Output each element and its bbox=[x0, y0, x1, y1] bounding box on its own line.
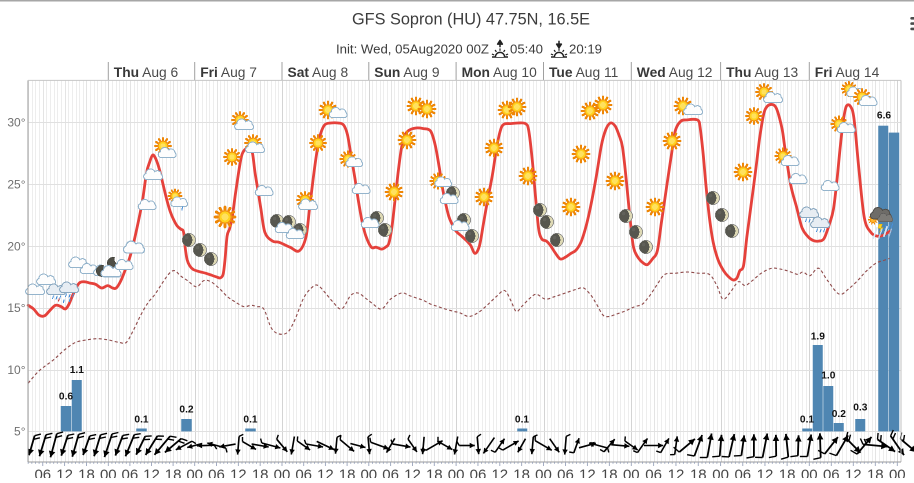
svg-text:18: 18 bbox=[690, 467, 707, 479]
svg-text:1.9: 1.9 bbox=[811, 332, 825, 343]
svg-text:0.2: 0.2 bbox=[832, 409, 846, 420]
svg-text:Wed Aug 12: Wed Aug 12 bbox=[637, 65, 713, 80]
svg-text:0.6: 0.6 bbox=[59, 392, 73, 403]
svg-text:Sun Aug 9: Sun Aug 9 bbox=[374, 65, 440, 80]
svg-text:06: 06 bbox=[208, 467, 225, 479]
svg-text:20:19: 20:19 bbox=[569, 42, 602, 57]
svg-text:18: 18 bbox=[165, 467, 182, 479]
svg-text:18: 18 bbox=[426, 467, 443, 479]
svg-text:12: 12 bbox=[230, 467, 247, 479]
svg-text:12: 12 bbox=[845, 467, 862, 479]
svg-text:06: 06 bbox=[122, 467, 139, 479]
svg-text:6.6: 6.6 bbox=[877, 111, 891, 122]
svg-text:18: 18 bbox=[867, 467, 884, 479]
svg-text:18: 18 bbox=[601, 467, 618, 479]
svg-text:12: 12 bbox=[404, 467, 421, 479]
svg-text:Tue Aug 11: Tue Aug 11 bbox=[549, 65, 618, 80]
svg-text:0.1: 0.1 bbox=[134, 414, 148, 425]
svg-text:0.2: 0.2 bbox=[179, 405, 193, 416]
svg-text:Init: Wed, 05Aug2020 00Z: Init: Wed, 05Aug2020 00Z bbox=[336, 42, 489, 57]
svg-text:18: 18 bbox=[78, 467, 95, 479]
svg-text:00: 00 bbox=[448, 467, 465, 479]
svg-text:00: 00 bbox=[186, 467, 203, 479]
svg-text:12: 12 bbox=[579, 467, 596, 479]
svg-text:12: 12 bbox=[668, 467, 685, 479]
svg-text:1.1: 1.1 bbox=[70, 365, 84, 376]
svg-text:15°: 15° bbox=[7, 301, 25, 315]
svg-text:30°: 30° bbox=[7, 116, 25, 130]
svg-text:12: 12 bbox=[317, 467, 334, 479]
svg-text:06: 06 bbox=[470, 467, 487, 479]
svg-text:06: 06 bbox=[382, 467, 399, 479]
svg-text:06: 06 bbox=[645, 467, 662, 479]
svg-text:Sat Aug 8: Sat Aug 8 bbox=[288, 65, 349, 80]
svg-text:00: 00 bbox=[360, 467, 377, 479]
svg-text:Fri Aug 7: Fri Aug 7 bbox=[200, 65, 257, 80]
svg-text:0.1: 0.1 bbox=[515, 414, 529, 425]
svg-text:20°: 20° bbox=[7, 239, 25, 253]
svg-text:06: 06 bbox=[734, 467, 751, 479]
svg-text:00: 00 bbox=[889, 467, 906, 479]
svg-text:00: 00 bbox=[623, 467, 640, 479]
svg-text:12: 12 bbox=[757, 467, 774, 479]
svg-text:GFS Sopron (HU) 47.75N, 16.5E: GFS Sopron (HU) 47.75N, 16.5E bbox=[352, 11, 590, 29]
svg-text:25°: 25° bbox=[7, 178, 25, 192]
svg-text:00: 00 bbox=[712, 467, 729, 479]
svg-text:12: 12 bbox=[491, 467, 508, 479]
svg-text:00: 00 bbox=[100, 467, 117, 479]
svg-text:05:40: 05:40 bbox=[510, 42, 543, 57]
svg-text:06: 06 bbox=[557, 467, 574, 479]
svg-text:00: 00 bbox=[274, 467, 291, 479]
svg-text:12: 12 bbox=[143, 467, 160, 479]
svg-text:0.1: 0.1 bbox=[800, 414, 814, 425]
svg-text:10°: 10° bbox=[7, 363, 25, 377]
svg-text:06: 06 bbox=[295, 467, 312, 479]
svg-text:Thu Aug 13: Thu Aug 13 bbox=[726, 65, 798, 80]
svg-text:Thu Aug 6: Thu Aug 6 bbox=[114, 65, 179, 80]
svg-text:18: 18 bbox=[779, 467, 796, 479]
svg-text:06: 06 bbox=[823, 467, 840, 479]
svg-text:00: 00 bbox=[801, 467, 818, 479]
svg-text:18: 18 bbox=[252, 467, 269, 479]
svg-text:06: 06 bbox=[34, 467, 51, 479]
svg-text:00: 00 bbox=[535, 467, 552, 479]
svg-text:Fri Aug 14: Fri Aug 14 bbox=[815, 65, 880, 80]
svg-text:5°: 5° bbox=[14, 425, 26, 439]
svg-text:12: 12 bbox=[56, 467, 73, 479]
svg-text:18: 18 bbox=[513, 467, 530, 479]
svg-text:Mon Aug 10: Mon Aug 10 bbox=[462, 65, 537, 80]
svg-text:0.3: 0.3 bbox=[853, 403, 867, 414]
svg-text:0.1: 0.1 bbox=[243, 414, 257, 425]
svg-text:1.0: 1.0 bbox=[821, 371, 835, 382]
svg-text:18: 18 bbox=[339, 467, 356, 479]
